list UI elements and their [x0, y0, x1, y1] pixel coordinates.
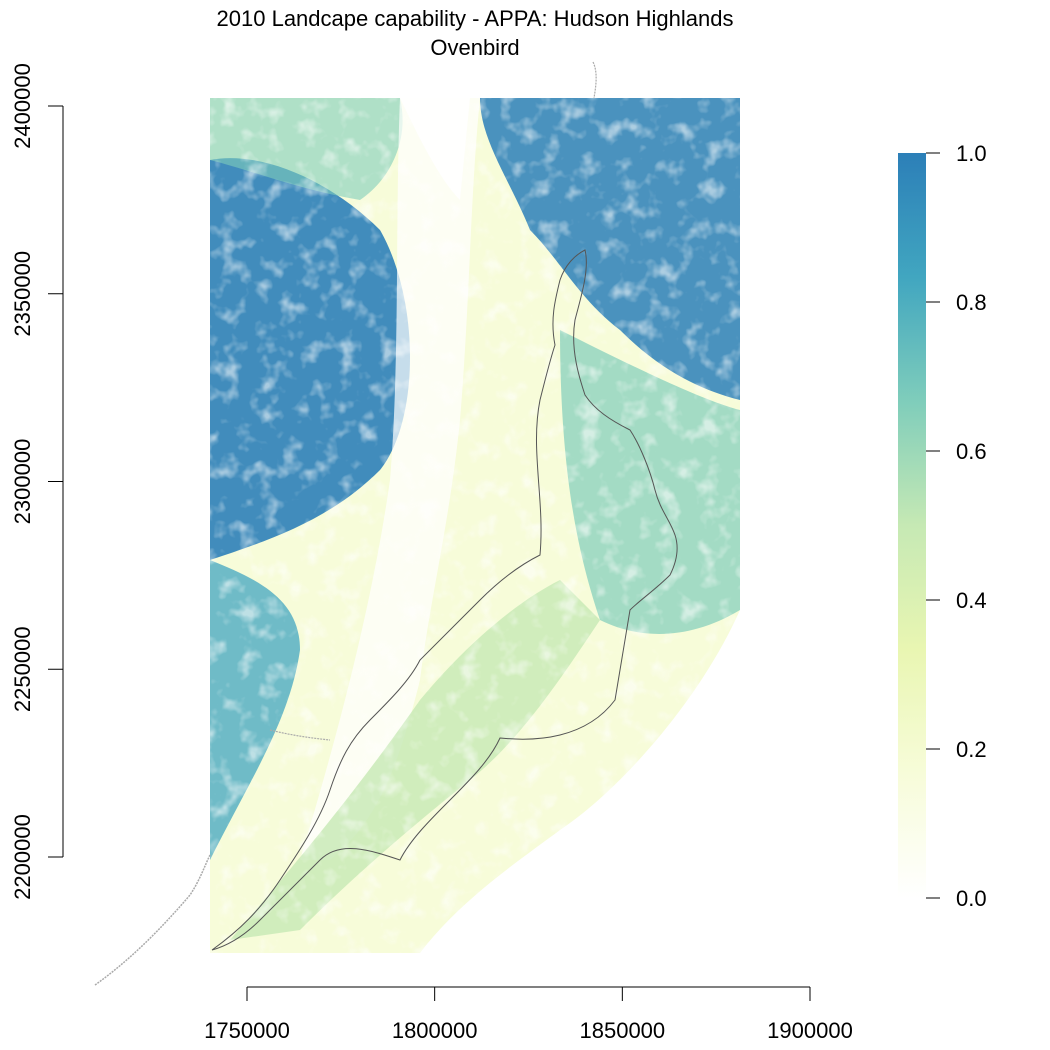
legend-tick-label: 0.4 [956, 588, 987, 613]
map-subtitle: Ovenbird [430, 35, 520, 60]
x-tick-label: 1850000 [580, 1018, 666, 1043]
legend-tick-label: 1.0 [956, 141, 987, 166]
state-line-mid [269, 729, 331, 741]
colorbar-legend: 0.0 0.2 0.4 0.6 0.8 1.0 [898, 141, 987, 911]
state-line-north [592, 61, 597, 99]
legend-tick-label: 0.8 [956, 290, 987, 315]
x-tick-label: 1900000 [767, 1018, 853, 1043]
y-tick-label: 2400000 [10, 63, 35, 149]
y-axis: 2200000 2250000 2300000 2350000 2400000 [10, 63, 64, 900]
y-tick-label: 2250000 [10, 626, 35, 712]
legend-bar [898, 153, 926, 898]
appa-boundary [211, 249, 678, 951]
state-line [94, 854, 211, 986]
legend-tick-label: 0.0 [956, 886, 987, 911]
x-axis: 1750000 1800000 1850000 1900000 [204, 986, 853, 1043]
legend-tick-label: 0.6 [956, 439, 987, 464]
y-tick-label: 2200000 [10, 814, 35, 900]
map-title: 2010 Landcape capability - APPA: Hudson … [216, 6, 734, 31]
x-tick-label: 1800000 [392, 1018, 478, 1043]
capability-raster [210, 98, 740, 953]
legend-tick-label: 0.2 [956, 737, 987, 762]
y-tick-label: 2300000 [10, 439, 35, 525]
y-tick-label: 2350000 [10, 251, 35, 337]
x-tick-label: 1750000 [204, 1018, 290, 1043]
